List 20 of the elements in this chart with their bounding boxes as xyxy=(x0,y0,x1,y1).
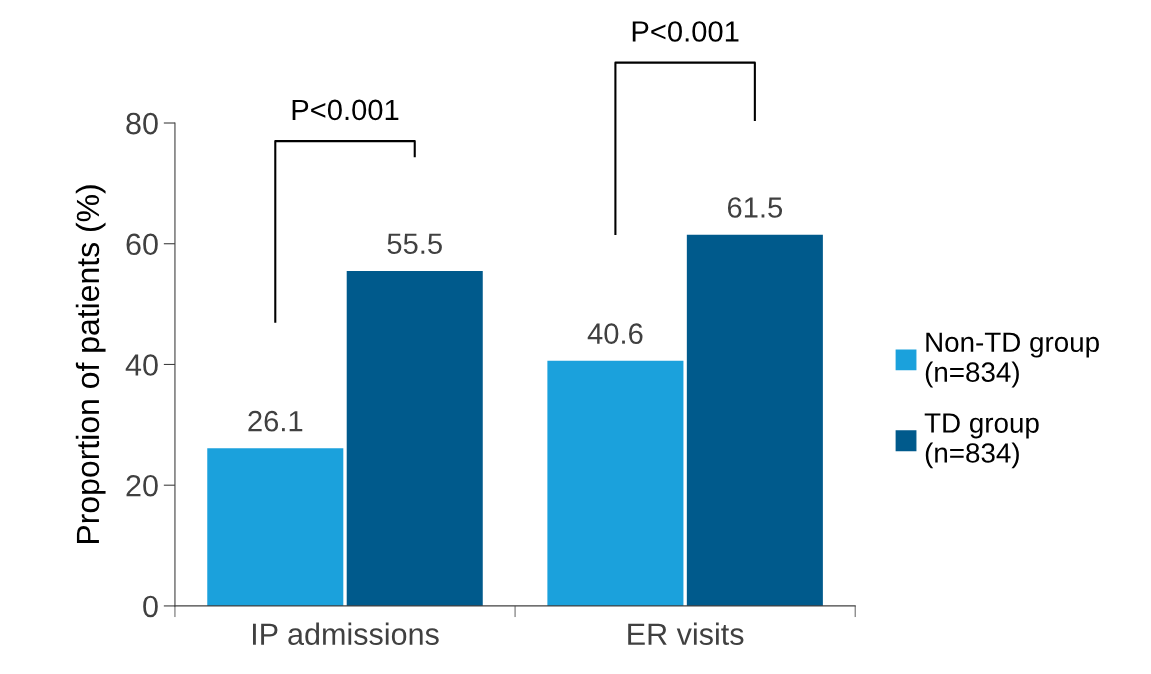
y-tick-label: 20 xyxy=(126,474,158,497)
y-tick-label: 0 xyxy=(143,595,158,618)
data-label: 61.5 xyxy=(727,197,783,218)
data-label: 40.6 xyxy=(587,323,643,344)
data-label: 55.5 xyxy=(387,233,442,255)
y-tick-label: 40 xyxy=(125,354,158,376)
y-tick-label: 60 xyxy=(126,233,158,256)
x-tick-label: IP admissions xyxy=(253,622,439,646)
bar xyxy=(686,234,823,606)
x-tick-label: ER visits xyxy=(628,622,744,646)
bar xyxy=(207,448,344,606)
y-tick-label: 80 xyxy=(126,112,158,135)
text: P<0.001 xyxy=(632,21,739,42)
bar xyxy=(346,270,483,606)
bar xyxy=(547,360,684,606)
y-axis-title: Proportion of patients (%) xyxy=(75,185,106,543)
legend-label: TD group (n=834) xyxy=(924,413,1039,469)
legend-label: Non-TD group (n=834) xyxy=(925,332,1099,388)
data-label: 26.1 xyxy=(248,410,303,432)
text: P<0.001 xyxy=(292,99,399,121)
